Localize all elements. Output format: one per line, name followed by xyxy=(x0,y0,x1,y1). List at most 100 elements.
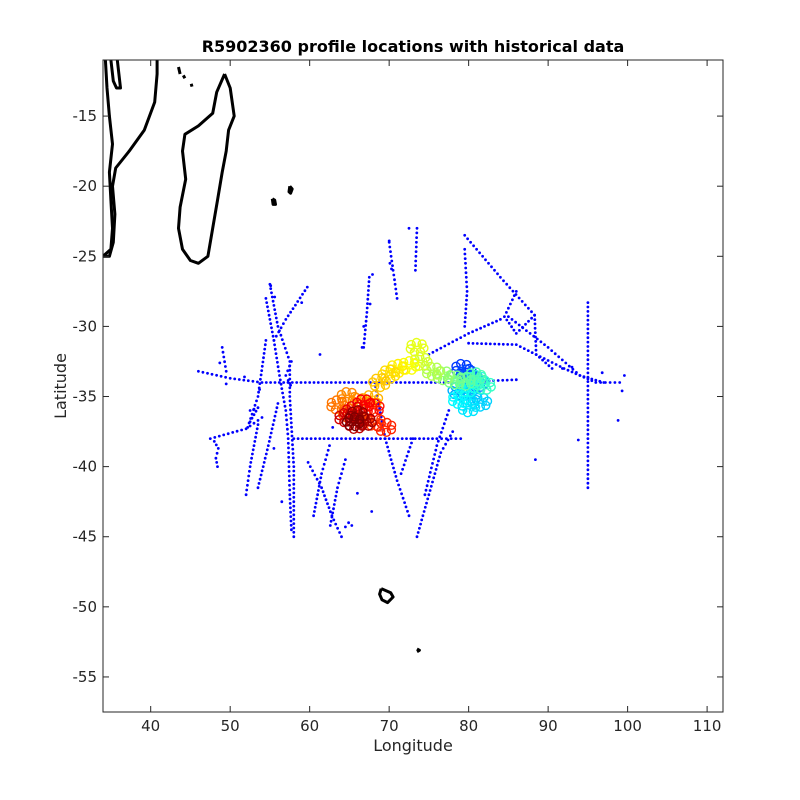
historical-point xyxy=(222,355,226,359)
historical-point xyxy=(272,304,276,307)
historical-point xyxy=(425,501,428,505)
historical-point xyxy=(257,390,260,394)
profile-number-label: 19 xyxy=(373,377,387,390)
historical-point xyxy=(475,342,479,345)
historical-point xyxy=(586,481,590,485)
historical-point xyxy=(197,369,200,373)
historical-point xyxy=(454,437,458,440)
y-tick-label: -40 xyxy=(73,458,98,476)
historical-point xyxy=(514,343,518,346)
historical-point xyxy=(415,535,419,539)
profile-marker xyxy=(471,367,482,377)
historical-point xyxy=(436,439,440,443)
profile-marker xyxy=(404,356,414,366)
historical-point xyxy=(269,287,273,290)
historical-point xyxy=(586,367,590,370)
profile-number-label: 22 xyxy=(331,399,345,412)
historical-point xyxy=(586,468,590,472)
historical-point xyxy=(363,332,367,336)
historical-point xyxy=(534,458,537,461)
historical-point xyxy=(251,379,255,383)
profile-marker xyxy=(466,371,476,382)
historical-point xyxy=(393,282,397,286)
historical-point xyxy=(231,431,235,434)
historical-point xyxy=(340,437,343,440)
historical-point xyxy=(289,519,293,523)
historical-point xyxy=(586,432,590,436)
historical-point xyxy=(253,440,257,443)
historical-point xyxy=(534,344,538,348)
historical-point xyxy=(388,245,392,249)
profile-marker xyxy=(326,397,337,408)
historical-point xyxy=(214,456,218,460)
historical-point xyxy=(286,427,289,431)
historical-point xyxy=(361,437,365,440)
profile-marker xyxy=(365,397,376,408)
historical-point xyxy=(243,375,246,379)
profile-number-label: 27 xyxy=(410,341,424,354)
historical-point xyxy=(224,365,227,368)
historical-point xyxy=(318,437,322,440)
historical-point xyxy=(273,381,277,384)
historical-point xyxy=(576,438,580,442)
historical-point xyxy=(437,459,440,463)
historical-point xyxy=(463,320,467,324)
historical-point xyxy=(356,491,359,495)
historical-point xyxy=(511,289,515,293)
historical-point xyxy=(246,379,250,383)
historical-point xyxy=(261,360,265,364)
chart-title: R5902360 profile locations with historic… xyxy=(202,37,625,56)
historical-point xyxy=(406,509,409,513)
historical-point xyxy=(279,333,283,337)
historical-point xyxy=(290,360,293,363)
x-tick-label: 110 xyxy=(693,717,722,735)
plot-background xyxy=(103,60,723,712)
historical-point xyxy=(364,381,368,384)
historical-point xyxy=(561,367,564,370)
profile-marker xyxy=(485,377,496,388)
historical-point xyxy=(278,378,282,382)
historical-point xyxy=(586,331,590,335)
historical-point xyxy=(292,482,296,486)
historical-point xyxy=(390,259,394,263)
historical-point xyxy=(257,482,261,485)
historical-point xyxy=(407,514,411,518)
profile-marker xyxy=(452,399,463,409)
historical-point xyxy=(510,318,514,321)
profile-marker xyxy=(375,401,385,411)
historical-point xyxy=(289,506,292,510)
historical-point xyxy=(255,427,259,431)
historical-point xyxy=(337,481,341,485)
historical-point xyxy=(323,494,326,498)
historical-point xyxy=(586,437,590,440)
historical-point xyxy=(262,461,266,464)
historical-point xyxy=(459,437,463,440)
historical-point xyxy=(264,452,268,456)
historical-point xyxy=(558,365,562,368)
historical-point xyxy=(295,381,299,384)
historical-point xyxy=(252,407,256,411)
historical-point xyxy=(290,434,294,438)
profile-marker xyxy=(386,374,396,384)
historical-point xyxy=(284,374,288,377)
historical-point xyxy=(314,501,318,505)
historical-point xyxy=(586,486,590,490)
historical-point xyxy=(221,350,225,354)
historical-point xyxy=(276,360,279,364)
historical-point xyxy=(263,456,267,460)
historical-point xyxy=(553,352,557,356)
historical-point xyxy=(421,381,424,384)
historical-point xyxy=(289,510,292,514)
historical-point xyxy=(251,452,254,456)
historical-point xyxy=(280,387,284,390)
historical-point xyxy=(393,278,396,282)
historical-point xyxy=(387,437,391,440)
historical-point xyxy=(449,434,452,438)
historical-point xyxy=(327,506,331,510)
historical-point xyxy=(414,259,418,263)
historical-point xyxy=(280,338,284,341)
historical-point xyxy=(262,356,265,360)
historical-point xyxy=(464,303,468,306)
historical-point xyxy=(340,535,343,539)
historical-point xyxy=(367,284,371,288)
